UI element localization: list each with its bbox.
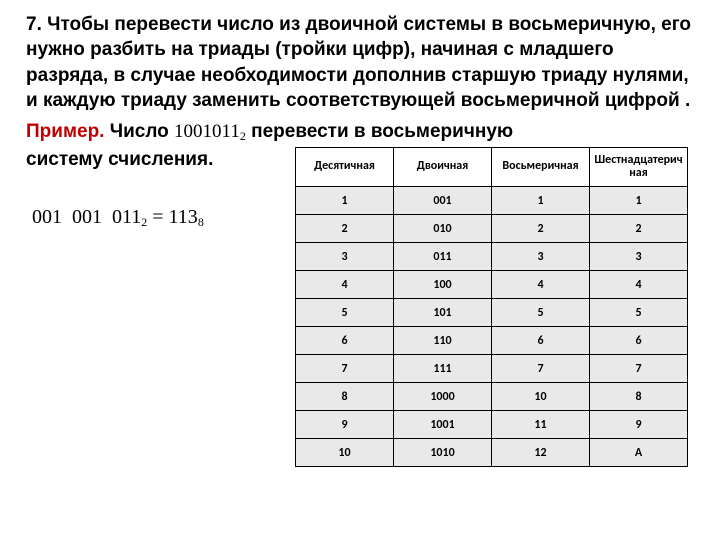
col-octal: Восьмеричная	[492, 148, 590, 187]
cell: 5	[296, 299, 394, 327]
table-row: 7 111 7 7	[296, 355, 688, 383]
cell: 7	[590, 355, 688, 383]
table-row: 4 100 4 4	[296, 271, 688, 299]
col-decimal: Десятичная	[296, 148, 394, 187]
cell: 12	[492, 439, 590, 467]
cell: 1010	[394, 439, 492, 467]
cell: 001	[394, 187, 492, 215]
cell: 100	[394, 271, 492, 299]
example-label: Пример.	[26, 121, 104, 142]
cell: 9	[296, 411, 394, 439]
cell: 3	[590, 243, 688, 271]
cell: 1	[590, 187, 688, 215]
rule-heading: 7. Чтобы перевести число из двоичной сис…	[26, 12, 694, 113]
table-row: 9 1001 11 9	[296, 411, 688, 439]
cell: 5	[492, 299, 590, 327]
equation-result-sub: 8	[198, 215, 204, 229]
cell: 10	[296, 439, 394, 467]
cell: 2	[492, 215, 590, 243]
table-row: 10 1010 12 A	[296, 439, 688, 467]
cell: 8	[296, 383, 394, 411]
example-text-pre: Число	[104, 121, 174, 142]
equation-triads: 001 001 011	[32, 206, 141, 228]
cell: 1	[492, 187, 590, 215]
cell: 1	[296, 187, 394, 215]
example-number: 10010112	[174, 121, 246, 142]
cell: 7	[296, 355, 394, 383]
cell: 4	[492, 271, 590, 299]
cell: 1000	[394, 383, 492, 411]
col-hex: Шестнадцатеричная	[590, 148, 688, 187]
cell: 5	[590, 299, 688, 327]
table-row: 8 1000 10 8	[296, 383, 688, 411]
example-text-post: перевести в восьмеричную	[246, 121, 513, 142]
example-line-2: систему счисления.	[26, 147, 226, 172]
table-row: 3 011 3 3	[296, 243, 688, 271]
cell: 110	[394, 327, 492, 355]
equation: 001 001 0112 = 1138	[32, 206, 226, 230]
example-number-main: 1001011	[174, 121, 240, 142]
conversion-table-wrap: Десятичная Двоичная Восьмеричная Шестнад…	[295, 147, 688, 467]
table-row: 1 001 1 1	[296, 187, 688, 215]
table-row: 2 010 2 2	[296, 215, 688, 243]
cell: 10	[492, 383, 590, 411]
cell: 2	[590, 215, 688, 243]
cell: 9	[590, 411, 688, 439]
col-binary: Двоичная	[394, 148, 492, 187]
cell: 011	[394, 243, 492, 271]
cell: 1001	[394, 411, 492, 439]
cell: 6	[296, 327, 394, 355]
cell: 11	[492, 411, 590, 439]
table-row: 5 101 5 5	[296, 299, 688, 327]
cell: 6	[590, 327, 688, 355]
cell: 4	[296, 271, 394, 299]
cell: 7	[492, 355, 590, 383]
cell: 2	[296, 215, 394, 243]
cell: 101	[394, 299, 492, 327]
cell: A	[590, 439, 688, 467]
example-line-1: Пример. Число 10010112 перевести в восьм…	[26, 119, 694, 145]
cell: 4	[590, 271, 688, 299]
equation-equals: = 113	[147, 206, 198, 228]
conversion-table: Десятичная Двоичная Восьмеричная Шестнад…	[295, 147, 688, 467]
cell: 3	[296, 243, 394, 271]
table-header-row: Десятичная Двоичная Восьмеричная Шестнад…	[296, 148, 688, 187]
cell: 3	[492, 243, 590, 271]
cell: 010	[394, 215, 492, 243]
cell: 6	[492, 327, 590, 355]
table-body: 1 001 1 1 2 010 2 2 3 011 3	[296, 187, 688, 467]
table-row: 6 110 6 6	[296, 327, 688, 355]
cell: 111	[394, 355, 492, 383]
cell: 8	[590, 383, 688, 411]
